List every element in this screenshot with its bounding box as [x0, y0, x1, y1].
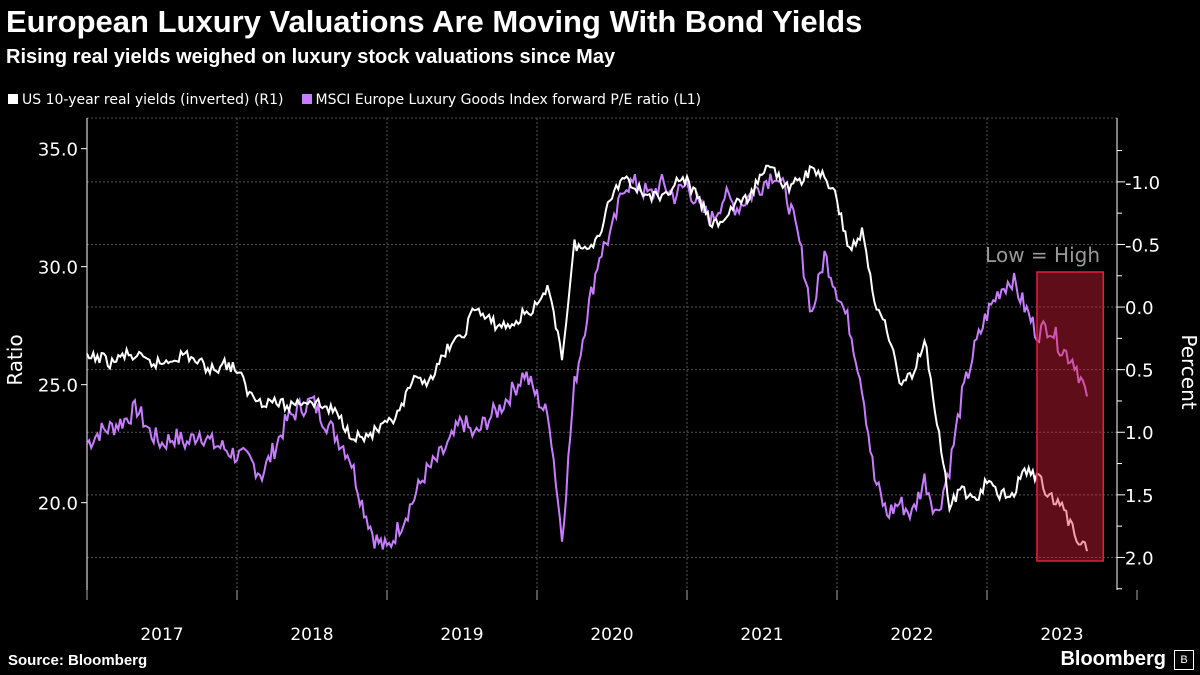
y-right-label: Percent: [1177, 334, 1200, 409]
y-right-tick-label: -1.0: [1125, 173, 1160, 194]
y-right-tick-label: 0.5: [1125, 361, 1154, 382]
chart-subtitle: Rising real yields weighed on luxury sto…: [6, 46, 616, 68]
y-right-tick-label: -0.5: [1125, 235, 1160, 256]
y-right-tick-label: 0.0: [1125, 298, 1154, 319]
highlight-box: [1036, 271, 1104, 562]
chart-title: European Luxury Valuations Are Moving Wi…: [6, 4, 863, 39]
x-tick-label: 2017: [140, 625, 183, 645]
bloomberg-b-icon: B: [1174, 650, 1194, 670]
y-right-tick-label: 2.0: [1125, 548, 1154, 569]
y-right-tick-label: 1.0: [1125, 423, 1154, 444]
x-tick-label: 2022: [890, 625, 933, 645]
y-left-tick-label: 30.0: [38, 258, 78, 279]
annotation-text: Low = High: [985, 243, 1100, 267]
x-tick-label: 2019: [440, 625, 483, 645]
x-tick-label: 2021: [740, 625, 783, 645]
legend-swatch: [301, 94, 312, 104]
legend-item-pe: MSCI Europe Luxury Goods Index forward P…: [301, 92, 701, 108]
y-left-tick-label: 35.0: [38, 140, 78, 161]
legend: US 10-year real yields (inverted) (R1) M…: [8, 92, 701, 108]
x-tick-label: 2023: [1040, 625, 1083, 645]
legend-swatch: [8, 94, 18, 104]
x-tick-label: 2020: [590, 625, 633, 645]
source-note: Source: Bloomberg: [8, 652, 148, 669]
y-left-label: Ratio: [3, 334, 27, 385]
y-left-tick-label: 25.0: [38, 376, 78, 397]
y-left-tick-label: 20.0: [38, 494, 78, 515]
series-line-pe-ratio: [86, 173, 1088, 550]
y-right-tick-label: 1.5: [1125, 486, 1154, 507]
series-line-real-yields: [86, 164, 1088, 552]
bloomberg-logo: Bloomberg: [1060, 648, 1166, 670]
legend-item-yields: US 10-year real yields (inverted) (R1): [8, 92, 284, 108]
x-tick-label: 2018: [290, 625, 333, 645]
